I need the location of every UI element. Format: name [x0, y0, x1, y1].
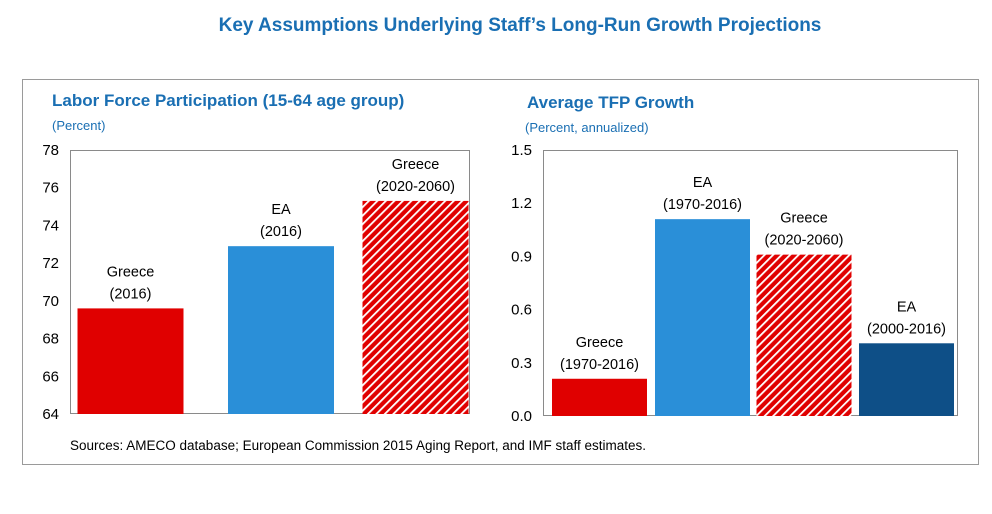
y-tick-label: 0.0 [511, 408, 532, 425]
y-tick-label: 1.5 [511, 142, 532, 159]
y-tick-label: 76 [42, 180, 59, 197]
bar-label: Greece [576, 335, 624, 351]
right-panel-title: Average TFP Growth [527, 93, 695, 112]
bar-label: (2000-2016) [867, 321, 946, 337]
y-tick-label: 64 [42, 406, 59, 423]
y-tick-label: 1.2 [511, 195, 532, 212]
left-panel-subtitle: (Percent) [52, 118, 106, 133]
sources-note: Sources: AMECO database; European Commis… [70, 438, 647, 453]
bar-label: EA [693, 175, 713, 191]
y-tick-label: 74 [42, 217, 59, 234]
bar [77, 308, 184, 414]
bar-label: (2020-2060) [765, 233, 844, 249]
y-tick-label: 78 [42, 142, 59, 159]
y-tick-label: 66 [42, 368, 59, 385]
right-chart: 0.0 0.3 0.6 0.9 1.2 1.5 Greece (1970-2016) EA (19… [511, 142, 954, 425]
bar [362, 200, 469, 414]
y-tick-label: 68 [42, 331, 59, 348]
right-plot-area [543, 150, 958, 416]
left-panel-title: Labor Force Participation (15-64 age gro… [52, 91, 405, 110]
right-panel-subtitle: (Percent, annualized) [525, 120, 649, 135]
y-tick-label: 0.6 [511, 302, 532, 319]
bar-label: Greece [780, 211, 828, 227]
bar-label: (1970-2016) [560, 357, 639, 373]
y-tick-label: 72 [42, 255, 59, 272]
main-title: Key Assumptions Underlying Staff’s Long-… [218, 15, 822, 36]
bar-label: (1970-2016) [663, 197, 742, 213]
bar-label: Greece [107, 264, 155, 280]
bar [756, 254, 852, 416]
y-tick-label: 70 [42, 293, 59, 310]
bar-label: Greece [392, 157, 440, 173]
bar-label: EA [897, 299, 917, 315]
chart-frame [22, 79, 979, 465]
bar-label: (2020-2060) [376, 179, 455, 195]
bar [655, 219, 750, 416]
bar [859, 343, 954, 416]
y-tick-label: 0.3 [511, 355, 532, 372]
y-tick-label: 0.9 [511, 248, 532, 265]
bar-label: (2016) [260, 224, 302, 240]
left-chart: 64 66 68 70 72 74 76 78 Greece (2016) EA (2016) Gree… [42, 142, 469, 423]
bar [228, 246, 334, 414]
bar-label: EA [271, 202, 291, 218]
bar-label: (2016) [110, 286, 152, 302]
bar [552, 378, 647, 416]
